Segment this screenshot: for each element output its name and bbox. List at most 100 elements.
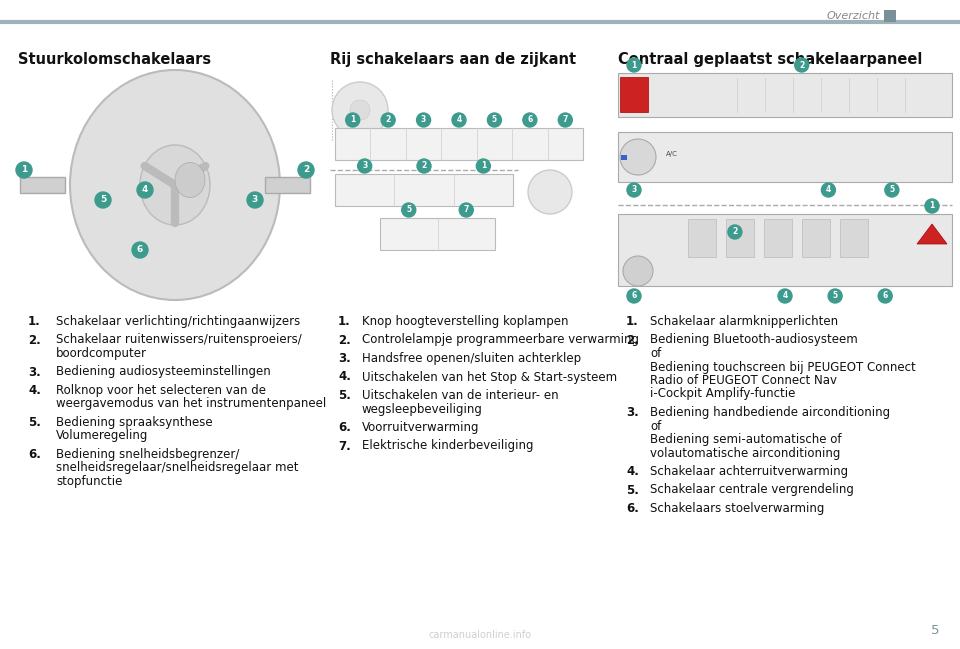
Text: 6.: 6. bbox=[626, 502, 638, 515]
Text: 6: 6 bbox=[527, 116, 533, 125]
Text: 1: 1 bbox=[929, 201, 935, 210]
Text: 5.: 5. bbox=[28, 416, 41, 429]
Circle shape bbox=[878, 289, 892, 303]
Circle shape bbox=[132, 242, 148, 258]
Text: Uitschakelen van het Stop & Start-systeem: Uitschakelen van het Stop & Start-systee… bbox=[362, 371, 617, 384]
Text: 2: 2 bbox=[799, 60, 804, 69]
Text: snelheidsregelaar/snelheidsregelaar met: snelheidsregelaar/snelheidsregelaar met bbox=[56, 461, 299, 474]
Text: 5: 5 bbox=[832, 291, 838, 300]
Circle shape bbox=[247, 192, 263, 208]
Circle shape bbox=[620, 139, 656, 175]
Bar bbox=[840, 219, 868, 257]
Circle shape bbox=[16, 162, 32, 178]
Text: Bediening spraaksynthese: Bediening spraaksynthese bbox=[56, 416, 212, 429]
Circle shape bbox=[401, 203, 416, 217]
Circle shape bbox=[381, 113, 396, 127]
Text: stopfunctie: stopfunctie bbox=[56, 475, 122, 488]
Bar bbox=[380, 218, 495, 250]
Circle shape bbox=[298, 162, 314, 178]
Bar bbox=[764, 219, 792, 257]
Text: Handsfree openen/sluiten achterklep: Handsfree openen/sluiten achterklep bbox=[362, 352, 581, 365]
Text: 3.: 3. bbox=[28, 365, 40, 378]
Text: 3: 3 bbox=[420, 116, 426, 125]
Text: 5.: 5. bbox=[626, 484, 638, 496]
Text: 2.: 2. bbox=[626, 334, 638, 347]
Text: Controlelampje programmeerbare verwarming: Controlelampje programmeerbare verwarmin… bbox=[362, 334, 639, 347]
Bar bbox=[618, 73, 952, 117]
Circle shape bbox=[137, 182, 153, 198]
Text: 2: 2 bbox=[302, 165, 309, 175]
Text: Schakelaars stoelverwarming: Schakelaars stoelverwarming bbox=[650, 502, 825, 515]
Circle shape bbox=[623, 256, 653, 286]
Text: 7: 7 bbox=[464, 206, 468, 215]
Bar bbox=[726, 219, 754, 257]
Ellipse shape bbox=[175, 162, 205, 197]
Text: 2: 2 bbox=[386, 116, 391, 125]
Circle shape bbox=[476, 159, 491, 173]
Circle shape bbox=[346, 113, 360, 127]
Text: Schakelaar verlichting/richtingaanwijzers: Schakelaar verlichting/richtingaanwijzer… bbox=[56, 315, 300, 328]
Text: Bediening handbediende airconditioning: Bediening handbediende airconditioning bbox=[650, 406, 890, 419]
Bar bbox=[20, 177, 65, 193]
Bar bbox=[335, 174, 513, 206]
Text: 1.: 1. bbox=[338, 315, 350, 328]
Text: 1.: 1. bbox=[28, 315, 40, 328]
Text: 6: 6 bbox=[882, 291, 888, 300]
Text: Centraal geplaatst schakelaarpaneel: Centraal geplaatst schakelaarpaneel bbox=[618, 52, 923, 67]
Text: 1: 1 bbox=[481, 162, 486, 171]
Bar bbox=[265, 177, 310, 193]
Text: 4: 4 bbox=[142, 186, 148, 195]
Circle shape bbox=[778, 289, 792, 303]
Text: 2: 2 bbox=[732, 228, 737, 236]
Text: 4: 4 bbox=[782, 291, 787, 300]
Circle shape bbox=[528, 170, 572, 214]
Text: Bediening Bluetooth-audiosysteem: Bediening Bluetooth-audiosysteem bbox=[650, 334, 857, 347]
Circle shape bbox=[885, 183, 899, 197]
Text: 1: 1 bbox=[350, 116, 355, 125]
Text: 1: 1 bbox=[632, 60, 636, 69]
Text: 7: 7 bbox=[563, 116, 568, 125]
Circle shape bbox=[822, 183, 835, 197]
Text: of: of bbox=[650, 419, 661, 432]
Text: 2.: 2. bbox=[28, 334, 40, 347]
Circle shape bbox=[488, 113, 501, 127]
Bar bbox=[884, 10, 896, 22]
Circle shape bbox=[828, 289, 842, 303]
Text: 5: 5 bbox=[100, 195, 107, 204]
Text: 3: 3 bbox=[632, 186, 636, 195]
Text: 5: 5 bbox=[492, 116, 497, 125]
Text: 1.: 1. bbox=[626, 315, 638, 328]
Text: Bediening touchscreen bij PEUGEOT Connect: Bediening touchscreen bij PEUGEOT Connec… bbox=[650, 360, 916, 374]
Text: 6: 6 bbox=[632, 291, 636, 300]
Text: A/C: A/C bbox=[666, 151, 678, 157]
Text: 4.: 4. bbox=[28, 384, 41, 397]
Text: 4.: 4. bbox=[338, 371, 350, 384]
Circle shape bbox=[627, 183, 641, 197]
Text: 5.: 5. bbox=[338, 389, 350, 402]
Polygon shape bbox=[917, 224, 947, 244]
Circle shape bbox=[523, 113, 537, 127]
Bar bbox=[335, 128, 583, 160]
Circle shape bbox=[417, 113, 431, 127]
Circle shape bbox=[559, 113, 572, 127]
Text: 7.: 7. bbox=[338, 439, 350, 452]
Circle shape bbox=[728, 225, 742, 239]
Text: i-Cockpit Amplify-functie: i-Cockpit Amplify-functie bbox=[650, 387, 796, 400]
Text: Schakelaar centrale vergrendeling: Schakelaar centrale vergrendeling bbox=[650, 484, 853, 496]
Text: 2.: 2. bbox=[338, 334, 350, 347]
Text: Schakelaar achterruitverwarming: Schakelaar achterruitverwarming bbox=[650, 465, 848, 478]
Text: Overzicht: Overzicht bbox=[827, 11, 880, 21]
Text: boordcomputer: boordcomputer bbox=[56, 347, 147, 360]
Ellipse shape bbox=[70, 70, 280, 300]
Text: 5: 5 bbox=[406, 206, 411, 215]
Text: Voorruitverwarming: Voorruitverwarming bbox=[362, 421, 479, 434]
Circle shape bbox=[332, 82, 388, 138]
Text: of: of bbox=[650, 347, 661, 360]
Text: Rij schakelaars aan de zijkant: Rij schakelaars aan de zijkant bbox=[330, 52, 576, 67]
Circle shape bbox=[358, 159, 372, 173]
Text: Bediening snelheidsbegrenzer/: Bediening snelheidsbegrenzer/ bbox=[56, 448, 239, 461]
Circle shape bbox=[925, 199, 939, 213]
Text: Volumeregeling: Volumeregeling bbox=[56, 430, 149, 443]
Ellipse shape bbox=[140, 145, 210, 225]
Text: Schakelaar ruitenwissers/ruitensproeiers/: Schakelaar ruitenwissers/ruitensproeiers… bbox=[56, 334, 301, 347]
